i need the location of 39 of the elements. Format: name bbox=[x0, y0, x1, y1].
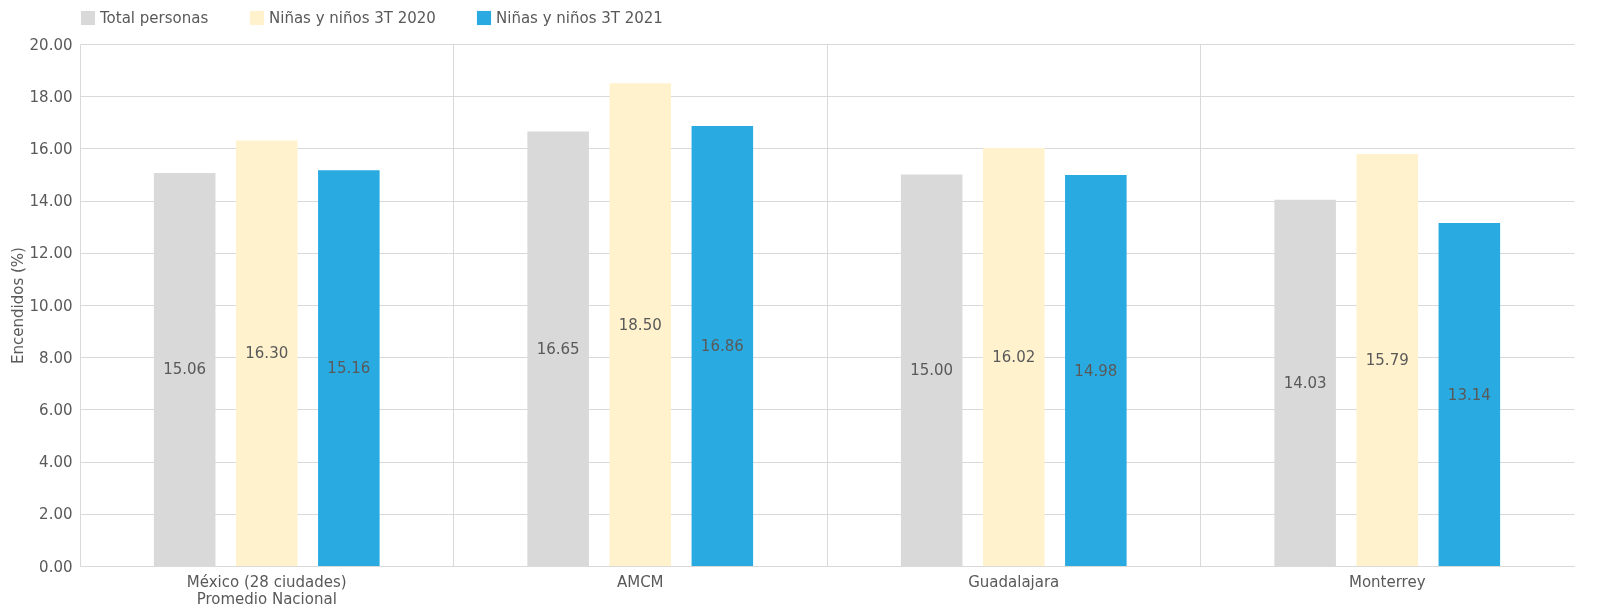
x-tick-label: México (28 ciudades) Promedio Nacional bbox=[186, 572, 347, 608]
x-tick-label: AMCM bbox=[616, 572, 664, 591]
y-tick-label: 4.00 bbox=[39, 453, 73, 472]
data-label: 14.03 bbox=[1283, 373, 1327, 392]
x-tick-label: Monterrey bbox=[1348, 572, 1426, 591]
y-tick-label: 20.00 bbox=[29, 35, 73, 54]
y-axis-title: Encendidos (%) bbox=[8, 247, 27, 364]
bar bbox=[1438, 223, 1501, 566]
data-label: 16.02 bbox=[992, 347, 1036, 366]
data-label: 15.16 bbox=[327, 359, 371, 378]
data-label: 13.14 bbox=[1447, 385, 1491, 404]
data-label: 16.30 bbox=[245, 344, 289, 363]
y-tick-label: 8.00 bbox=[39, 348, 73, 367]
data-label: 14.98 bbox=[1074, 361, 1118, 380]
x-tick-label: Guadalajara bbox=[968, 572, 1060, 591]
bar bbox=[235, 140, 298, 566]
y-tick-label: 18.00 bbox=[29, 87, 73, 106]
data-label: 16.86 bbox=[700, 336, 744, 355]
y-tick-label: 12.00 bbox=[29, 244, 73, 263]
y-tick-label: 6.00 bbox=[39, 400, 73, 419]
data-label: 18.50 bbox=[618, 315, 662, 334]
bar bbox=[609, 83, 672, 566]
data-label: 15.06 bbox=[163, 360, 207, 379]
y-tick-label: 14.00 bbox=[29, 192, 73, 211]
bar bbox=[691, 125, 754, 566]
data-label: 15.79 bbox=[1365, 350, 1409, 369]
data-label: 15.00 bbox=[910, 361, 954, 380]
y-tick-label: 10.00 bbox=[29, 296, 73, 315]
legend-label: Niñas y niños 3T 2020 bbox=[269, 9, 436, 27]
y-tick-label: 2.00 bbox=[39, 505, 73, 524]
bar bbox=[1356, 153, 1419, 566]
y-tick-label: 0.00 bbox=[39, 557, 73, 576]
legend-label: Niñas y niños 3T 2021 bbox=[496, 9, 663, 27]
y-tick-label: 16.00 bbox=[29, 139, 73, 158]
bar bbox=[982, 147, 1045, 566]
data-label: 16.65 bbox=[536, 339, 580, 358]
bar bbox=[1065, 175, 1127, 566]
bar bbox=[318, 170, 380, 566]
legend-label: Total personas bbox=[99, 9, 209, 27]
